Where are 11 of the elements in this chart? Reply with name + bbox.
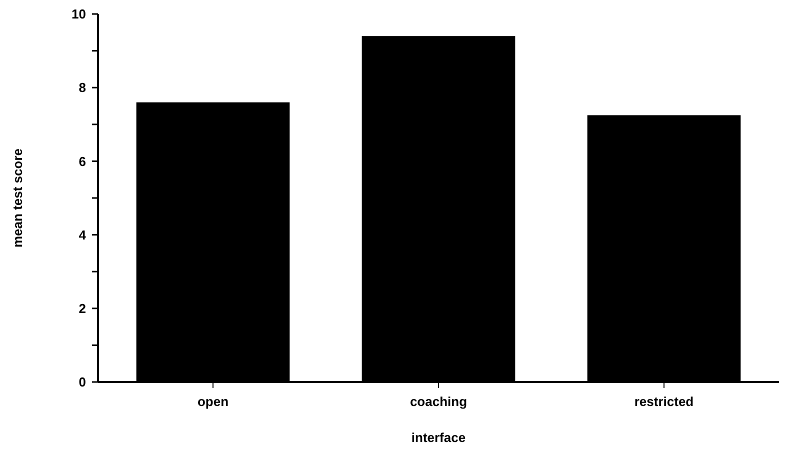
x-axis-title: interface	[411, 430, 466, 445]
y-axis-title: mean test score	[10, 148, 25, 248]
x-tick-label: restricted	[634, 394, 694, 409]
y-tick-label: 0	[78, 374, 86, 390]
x-tick-label: open	[197, 394, 229, 409]
y-tick-label: 4	[78, 227, 87, 242]
x-tick-label: coaching	[410, 394, 468, 409]
y-tick-label: 8	[78, 80, 86, 96]
y-tick-label: 2	[78, 300, 86, 316]
y-tick-label: 6	[78, 154, 86, 169]
y-tick-label: 10	[72, 6, 86, 22]
